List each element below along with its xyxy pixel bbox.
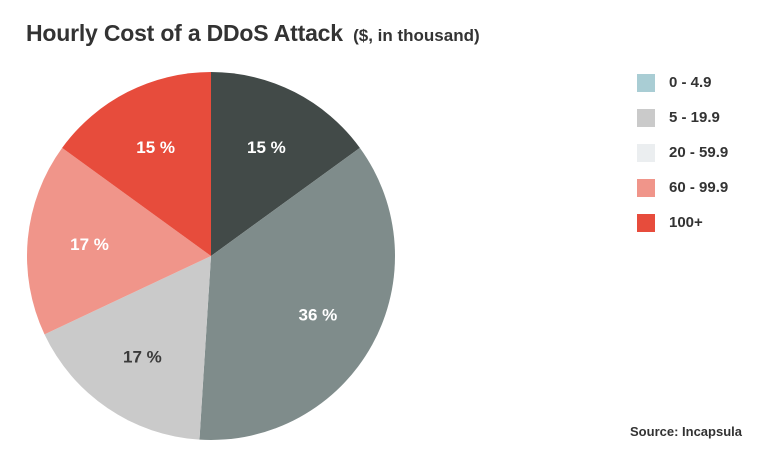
pie-slice-4 bbox=[27, 147, 212, 335]
slice-label-3: 17 % bbox=[123, 347, 162, 366]
legend-swatch bbox=[637, 213, 655, 232]
chart-subtitle: ($, in thousand) bbox=[353, 26, 480, 45]
legend-label: 0 - 4.9 bbox=[669, 74, 712, 91]
pie-slice-2 bbox=[199, 147, 396, 441]
legend-item-5: 100+ bbox=[637, 212, 728, 233]
legend-item-4: 60 - 99.9 bbox=[637, 177, 728, 198]
slice-label-4: 17 % bbox=[70, 235, 109, 254]
pie-slice-1 bbox=[211, 72, 360, 256]
chart-title-main: Hourly Cost of a DDoS Attack bbox=[26, 20, 343, 46]
legend-label: 60 - 99.9 bbox=[669, 179, 729, 196]
pie-slice-3 bbox=[44, 256, 212, 440]
slice-label-2: 36 % bbox=[299, 305, 338, 324]
slice-label-1: 15 % bbox=[247, 138, 286, 157]
legend-swatch bbox=[637, 73, 655, 92]
legend-swatch bbox=[637, 108, 655, 127]
legend-label: 20 - 59.9 bbox=[669, 144, 729, 161]
chart-legend: 0 - 4.9 5 - 19.9 20 - 59.9 60 - 99.9 100+ bbox=[637, 72, 728, 247]
legend-label: 5 - 19.9 bbox=[669, 109, 720, 126]
pie-slice-5 bbox=[62, 72, 211, 256]
slice-label-5: 15 % bbox=[136, 138, 175, 157]
chart-title: Hourly Cost of a DDoS Attack ($, in thou… bbox=[26, 20, 480, 47]
legend-item-3: 20 - 59.9 bbox=[637, 142, 728, 163]
legend-swatch bbox=[637, 143, 655, 162]
source-note: Source: Incapsula bbox=[630, 424, 742, 439]
legend-item-2: 5 - 19.9 bbox=[637, 107, 728, 128]
legend-label: 100+ bbox=[669, 214, 703, 231]
legend-swatch bbox=[637, 178, 655, 197]
legend-item-1: 0 - 4.9 bbox=[637, 72, 728, 93]
